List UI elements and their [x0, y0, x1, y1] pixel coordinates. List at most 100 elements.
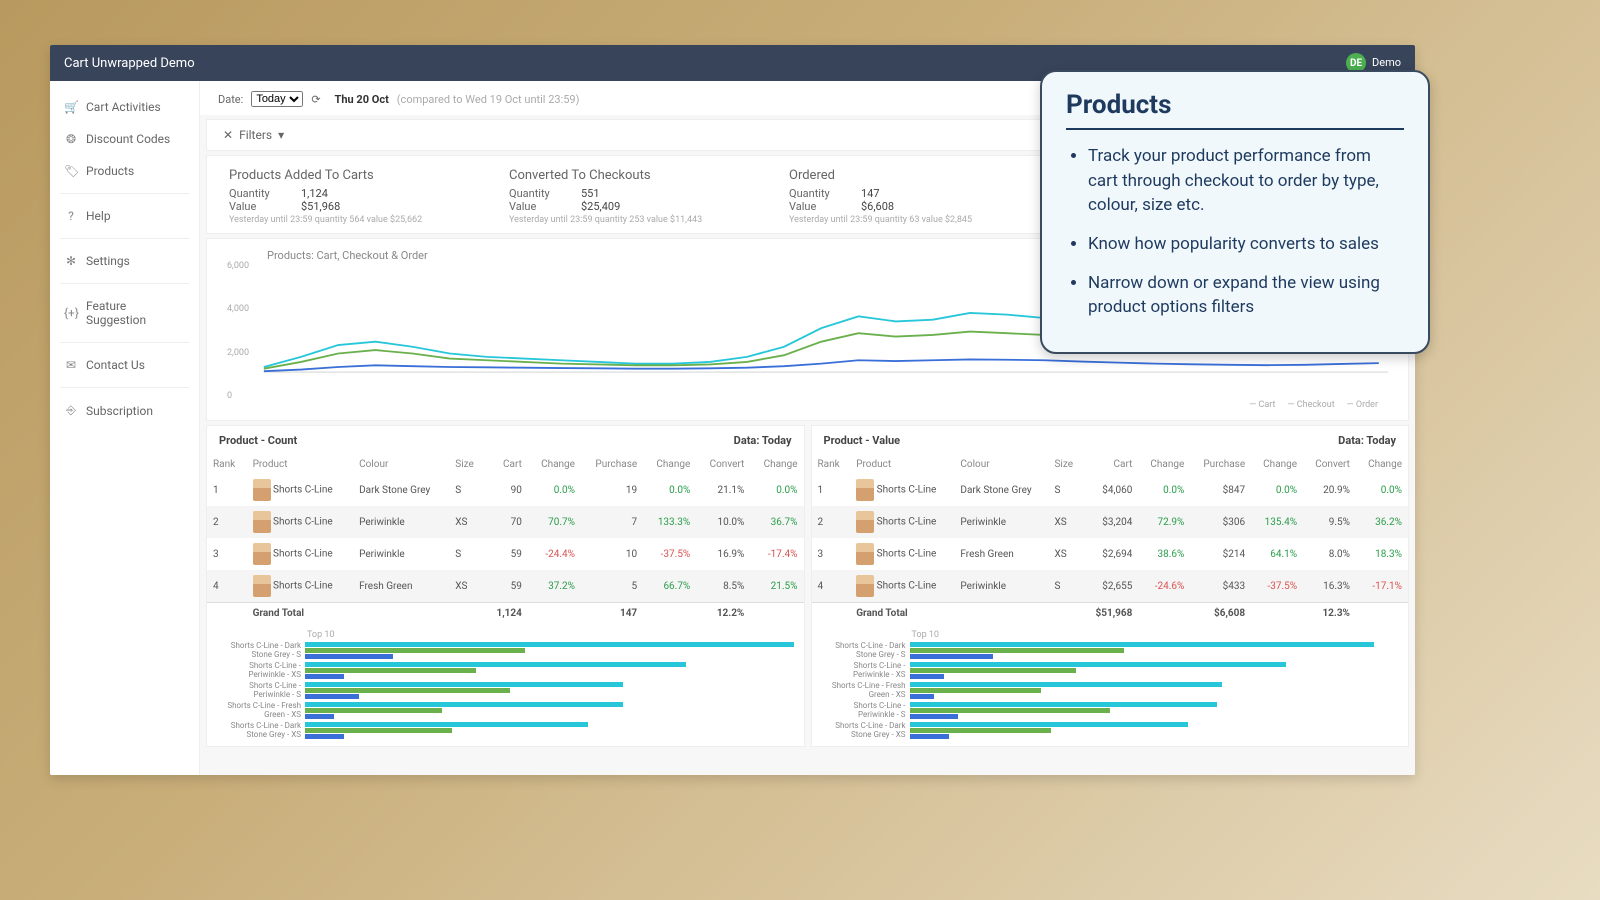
series-order — [264, 359, 1379, 371]
table-row[interactable]: 2 Shorts C-LinePeriwinkleXS$3,20472.9%$3… — [812, 506, 1409, 538]
product-table: RankProductColourSizeCartChangePurchaseC… — [812, 455, 1409, 624]
bar-checkout — [305, 648, 525, 653]
col-header: Size — [1048, 455, 1083, 474]
bar-cart — [910, 662, 1286, 667]
sidebar-label: Settings — [86, 254, 130, 268]
y-tick: 2,000 — [227, 348, 249, 358]
callout-bullet: Track your product performance from cart… — [1088, 144, 1404, 218]
bar-order — [910, 694, 934, 699]
table-data-label: Data: Today — [734, 434, 792, 447]
bar-row: Shorts C-Line - Dark Stone Grey - S — [217, 642, 794, 660]
kpi-title: Converted To Checkouts — [509, 168, 749, 183]
kpi-title: Ordered — [789, 168, 1029, 183]
col-header: Change — [1251, 455, 1303, 474]
bar-cart — [305, 702, 623, 707]
date-current: Thu 20 Oct — [335, 93, 389, 106]
bar-row: Shorts C-Line - Periwinkle - S — [217, 682, 794, 700]
bar-checkout — [910, 668, 1076, 673]
table-title: Product - Value — [824, 434, 901, 447]
table-title: Product - Count — [219, 434, 297, 447]
sidebar-item-help[interactable]: ? Help — [50, 200, 199, 232]
bar-checkout — [910, 728, 1052, 733]
bar-cart — [910, 682, 1223, 687]
callout-title: Products — [1066, 90, 1404, 130]
help-icon: ? — [64, 209, 78, 223]
callout-bullet: Narrow down or expand the view using pro… — [1088, 271, 1404, 320]
bar-row: Shorts C-Line - Periwinkle - S — [822, 702, 1399, 720]
sidebar-label: Subscription — [86, 404, 153, 418]
col-header: Product — [850, 455, 954, 474]
bar-order — [910, 674, 944, 679]
product-value-card: Product - ValueData: TodayRankProductCol… — [811, 425, 1410, 747]
table-row[interactable]: 1 Shorts C-LineDark Stone GreyS$4,0600.0… — [812, 474, 1409, 506]
col-header: Change — [643, 455, 696, 474]
feature-suggestion-icon: {+} — [64, 306, 78, 320]
sidebar-item-feature-suggestion[interactable]: {+} Feature Suggestion — [50, 290, 199, 336]
filters-label: Filters — [239, 128, 272, 142]
sidebar-item-discount-codes[interactable]: ❂Discount Codes — [50, 123, 199, 155]
sidebar-item-settings[interactable]: ✻Settings — [50, 245, 199, 277]
tables-row: Product - CountData: TodayRankProductCol… — [206, 425, 1409, 747]
sidebar-item-subscription[interactable]: ⎆ Subscription — [50, 394, 199, 427]
kpi-card: Products Added To CartsQuantity1,124Valu… — [229, 168, 469, 225]
callout-bullet: Know how popularity converts to sales — [1088, 232, 1404, 257]
bar-cart — [910, 642, 1374, 647]
bar-order — [305, 734, 344, 739]
sidebar-label: Products — [86, 164, 134, 178]
refresh-icon[interactable]: ⟳ — [311, 93, 320, 106]
sidebar-label: Feature Suggestion — [86, 299, 185, 327]
bar-order — [910, 714, 959, 719]
sidebar-label: Contact Us — [86, 358, 145, 372]
col-header: Colour — [954, 455, 1048, 474]
date-select[interactable]: Today — [251, 91, 303, 107]
sidebar-item-cart-activities[interactable]: 🛒Cart Activities — [50, 91, 199, 123]
col-header: Cart — [1083, 455, 1138, 474]
table-row[interactable]: 4 Shorts C-LineFresh GreenXS5937.2%566.7… — [207, 570, 804, 603]
sidebar-label: Cart Activities — [86, 100, 161, 114]
date-compare: (compared to Wed 19 Oct until 23:59) — [397, 93, 580, 106]
app-title: Cart Unwrapped Demo — [64, 56, 1346, 71]
tools-icon: ✕ — [223, 128, 233, 142]
top10-bars: Top 10Shorts C-Line - Dark Stone Grey - … — [812, 624, 1409, 746]
product-thumb — [253, 543, 271, 565]
contact-us-icon: ✉ — [64, 358, 78, 372]
bar-cart — [305, 662, 686, 667]
bar-row: Shorts C-Line - Dark Stone Grey - XS — [822, 722, 1399, 740]
sidebar-item-contact-us[interactable]: ✉ Contact Us — [50, 349, 199, 381]
sidebar: 🛒Cart Activities❂Discount Codes🏷Products… — [50, 81, 200, 775]
product-thumb — [253, 479, 271, 501]
bar-row: Shorts C-Line - Periwinkle - XS — [217, 662, 794, 680]
bar-order — [305, 714, 334, 719]
col-header: Change — [1356, 455, 1408, 474]
col-header: Change — [1138, 455, 1190, 474]
col-header: Change — [528, 455, 581, 474]
product-table: RankProductColourSizeCartChangePurchaseC… — [207, 455, 804, 624]
product-thumb — [856, 575, 874, 597]
col-header: Rank — [812, 455, 851, 474]
table-row[interactable]: 3 Shorts C-LinePeriwinkleS59-24.4%10-37.… — [207, 538, 804, 570]
col-header: Rank — [207, 455, 247, 474]
col-header: Purchase — [1190, 455, 1251, 474]
bar-cart — [910, 722, 1188, 727]
sidebar-label: Help — [86, 209, 111, 223]
col-header: Cart — [485, 455, 528, 474]
legend-item: — Order — [1347, 400, 1378, 410]
subscription-icon: ⎆ — [64, 403, 78, 418]
bar-checkout — [305, 728, 452, 733]
bar-checkout — [910, 708, 1110, 713]
table-row[interactable]: 3 Shorts C-LineFresh GreenXS$2,69438.6%$… — [812, 538, 1409, 570]
bar-order — [305, 674, 344, 679]
bar-cart — [910, 702, 1218, 707]
y-tick: 4,000 — [227, 304, 249, 314]
table-row[interactable]: 2 Shorts C-LinePeriwinkleXS7070.7%7133.3… — [207, 506, 804, 538]
bar-row: Shorts C-Line - Dark Stone Grey - S — [822, 642, 1399, 660]
kpi-card: Converted To CheckoutsQuantity551Value$2… — [509, 168, 749, 225]
table-row[interactable]: 1 Shorts C-LineDark Stone GreyS900.0%190… — [207, 474, 804, 506]
products-callout: Products Track your product performance … — [1040, 70, 1430, 354]
col-header: Change — [750, 455, 803, 474]
kpi-title: Products Added To Carts — [229, 168, 469, 183]
user-name: Demo — [1372, 57, 1401, 69]
sidebar-item-products[interactable]: 🏷Products — [50, 155, 199, 187]
grand-total-row: Grand Total$51,968$6,60812.3% — [812, 603, 1409, 625]
table-row[interactable]: 4 Shorts C-LinePeriwinkleS$2,655-24.6%$4… — [812, 570, 1409, 603]
